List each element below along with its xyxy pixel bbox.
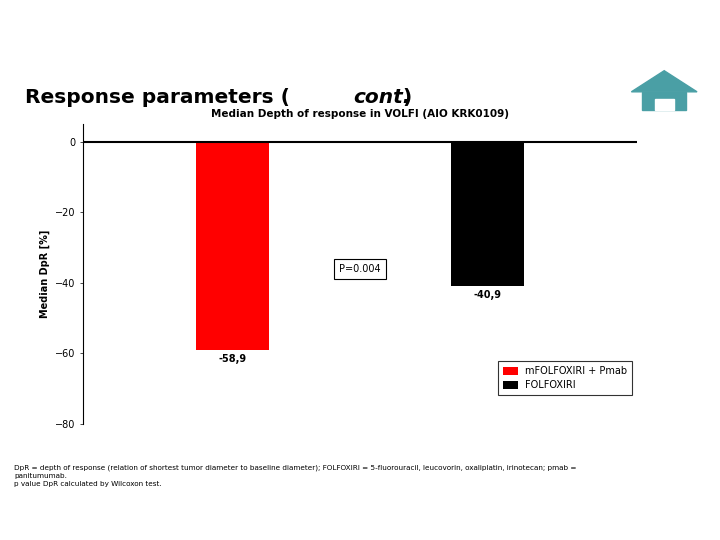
Legend: mFOLFOXIRI + Pmab, FOLFOXIRI: mFOLFOXIRI + Pmab, FOLFOXIRI (498, 361, 632, 395)
Polygon shape (631, 71, 697, 92)
Polygon shape (642, 92, 686, 110)
Text: Response parameters (: Response parameters ( (25, 87, 290, 107)
Bar (197, 142, 269, 349)
Title: Median Depth of response in VOLFI (AIO KRK0109): Median Depth of response in VOLFI (AIO K… (211, 109, 509, 119)
Text: -58,9: -58,9 (218, 354, 246, 364)
Text: cont.: cont. (354, 87, 411, 107)
Text: ): ) (402, 87, 412, 107)
Text: Modest DP, et al. Tumor dynamics with fluorouracil/folinic acid, irinotecan and : Modest DP, et al. Tumor dynamics with fl… (47, 18, 673, 50)
Text: DpR = depth of response (relation of shortest tumor diameter to baseline diamete: DpR = depth of response (relation of sho… (14, 464, 577, 487)
Bar (654, 99, 674, 110)
Y-axis label: Median DpR [%]: Median DpR [%] (40, 230, 50, 318)
Text: P=0.004: P=0.004 (339, 264, 381, 274)
Text: -40,9: -40,9 (474, 291, 502, 300)
Bar (451, 142, 523, 286)
